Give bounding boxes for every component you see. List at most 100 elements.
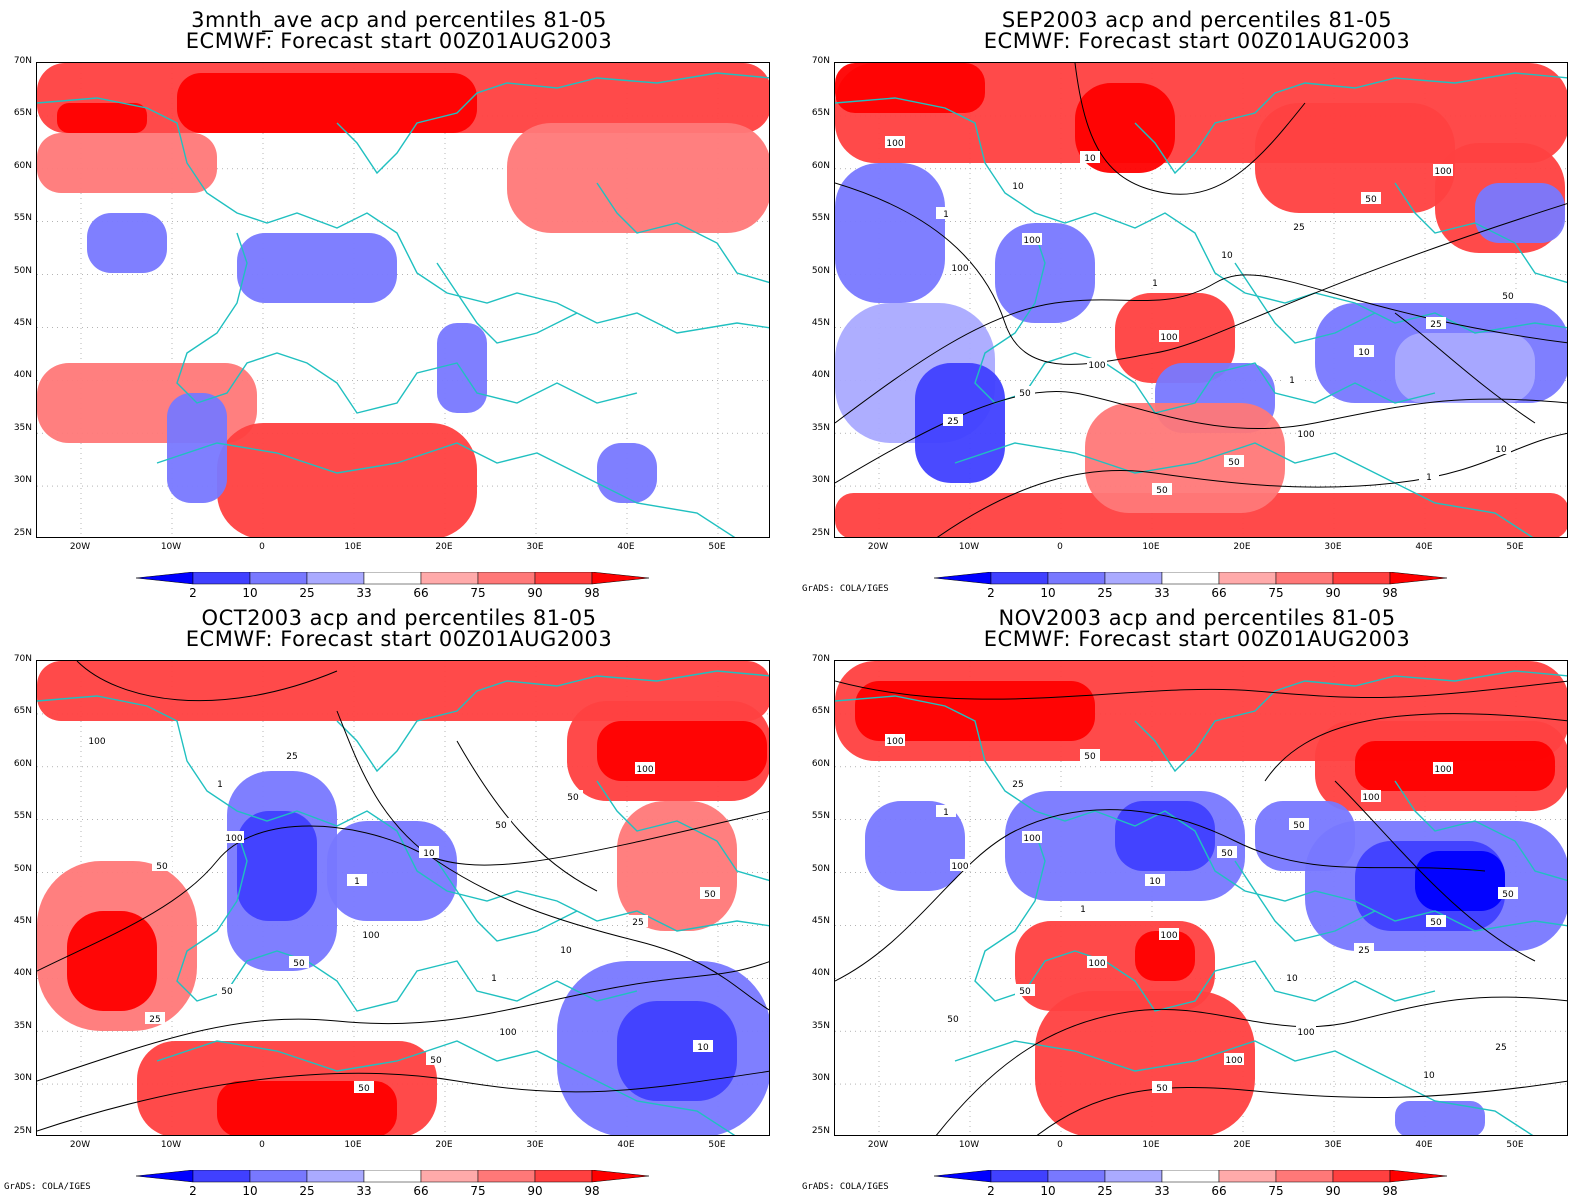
colorbar-tick-label: 66 (1211, 1184, 1227, 1198)
percentile-shading (597, 443, 657, 503)
lat-tick-label: 40N (811, 370, 830, 381)
contour-label: 1 (936, 805, 956, 818)
colorbar-arrow-left (136, 572, 194, 585)
percentile-shading (1475, 183, 1565, 243)
contour-label: 10 (419, 846, 439, 859)
colorbar-swatch (249, 572, 308, 585)
contour-label: 50 (1224, 455, 1244, 468)
lon-tick-label: 10E (344, 1140, 362, 1150)
percentile-shading (835, 163, 945, 303)
svg-text:10: 10 (1286, 974, 1298, 984)
percentile-shading (1035, 991, 1255, 1135)
colorbar-swatch (420, 572, 479, 585)
svg-text:100: 100 (951, 264, 968, 274)
colorbar-swatch (192, 1170, 251, 1183)
contour-line (835, 680, 1567, 700)
map-panel-sep2003: SEP2003 acp and percentiles 81-05 ECMWF:… (798, 0, 1596, 600)
lat-tick-label: 70N (811, 654, 830, 664)
colorbar-swatch (363, 572, 422, 585)
percentile-shading (1355, 741, 1555, 791)
contour-label: 50 (1426, 915, 1446, 928)
lat-tick-label: 65N (13, 706, 32, 717)
contour-label: 100 (885, 136, 905, 149)
colorbar-tick-label: 25 (299, 586, 315, 600)
lon-tick-label: 50E (708, 542, 726, 552)
lon-tick-label: 20E (435, 1140, 453, 1150)
percentile-shading (217, 1081, 397, 1135)
lon-tick-label: 20W (69, 542, 91, 552)
svg-text:10: 10 (1012, 182, 1024, 192)
grads-credit: GrADS: COLA/IGES (802, 584, 889, 594)
svg-text:50: 50 (1228, 458, 1240, 468)
contour-label: 100 (1087, 956, 1107, 969)
colorbar-swatch (1047, 572, 1106, 585)
contour-line (1394, 312, 1536, 424)
lon-tick-label: 50E (708, 1140, 726, 1150)
svg-text:1: 1 (1080, 905, 1086, 915)
contour-line (835, 390, 1567, 484)
colorbar-arrow-right (591, 1170, 650, 1183)
contour-label: 50 (1498, 887, 1518, 900)
map-panel-3month: 3mnth_ave acp and percentiles 81-05 ECMW… (0, 0, 798, 600)
contour-line (835, 809, 1486, 982)
contour-label: 100 (635, 762, 655, 775)
colorbar-tick-label: 90 (527, 1184, 543, 1198)
svg-text:100: 100 (499, 1028, 516, 1038)
contour-line (1264, 713, 1567, 782)
panel-title: NOV2003 acp and percentiles 81-05 (998, 606, 1396, 630)
map-panel-oct2003: OCT2003 acp and percentiles 81-05 ECMWF:… (0, 598, 798, 1198)
svg-text:50: 50 (358, 1084, 370, 1094)
svg-text:100: 100 (886, 737, 903, 747)
percentile-shading (167, 393, 227, 503)
lon-tick-label: 0 (259, 1140, 265, 1150)
coastline (1394, 780, 1567, 882)
colorbar-tick-label: 75 (1268, 1184, 1284, 1198)
percentile-shading (87, 213, 167, 273)
svg-text:1: 1 (1152, 279, 1158, 289)
map-area: 100 100 100 100 100 100 100 100 100 50 50 50 50 50 50 5… (834, 660, 1568, 1136)
contour-label: 10 (1008, 179, 1028, 192)
contour-line (37, 1070, 769, 1132)
lon-tick-label: 0 (259, 542, 265, 552)
contour-label: 50 (426, 1053, 446, 1066)
svg-text:100: 100 (886, 139, 903, 149)
lat-tick-label: 60N (13, 160, 32, 171)
coastline (954, 1040, 1534, 1135)
lat-tick-label: 65N (13, 108, 32, 119)
lon-tick-label: 30E (1324, 1140, 1342, 1150)
colorbar-tick-label: 75 (1268, 586, 1284, 600)
lat-tick-label: 35N (13, 1020, 32, 1031)
contour-label: 100 (1022, 233, 1042, 246)
colorbar-arrow-left (136, 1170, 194, 1183)
lat-tick-label: 35N (811, 422, 830, 433)
colorbar-swatch (1161, 572, 1220, 585)
coastline (156, 1040, 736, 1135)
lat-tick-label: 65N (811, 108, 830, 119)
lat-tick-label: 50N (13, 265, 32, 276)
panel-title: OCT2003 acp and percentiles 81-05 (201, 606, 597, 630)
colorbar-swatch (1104, 1170, 1163, 1183)
panel-title: 3mnth_ave acp and percentiles 81-05 (191, 8, 607, 32)
colorbar-swatch (1275, 572, 1334, 585)
svg-text:100: 100 (1297, 430, 1314, 440)
svg-text:50: 50 (1019, 389, 1031, 399)
contour-line (835, 274, 1567, 424)
svg-text:50: 50 (1430, 918, 1442, 928)
contour-label: 1 (210, 777, 230, 790)
lat-tick-label: 70N (13, 56, 32, 66)
contour-label: 100 (1159, 330, 1179, 343)
svg-text:10: 10 (1495, 445, 1507, 455)
contour-label: 10 (1419, 1068, 1439, 1081)
svg-text:1: 1 (1289, 376, 1295, 386)
contour-label: 10 (556, 943, 576, 956)
colorbar-swatch (534, 572, 593, 585)
contour-label: 25 (1008, 777, 1028, 790)
lon-tick-label: 20E (1233, 542, 1251, 552)
contour-label: 25 (145, 1012, 165, 1025)
contour-label: 25 (282, 749, 302, 762)
svg-text:1: 1 (354, 877, 360, 887)
svg-text:100: 100 (1434, 765, 1451, 775)
contour-label: 50 (491, 818, 511, 831)
svg-text:25: 25 (1358, 946, 1369, 956)
lat-tick-label: 50N (811, 863, 830, 874)
